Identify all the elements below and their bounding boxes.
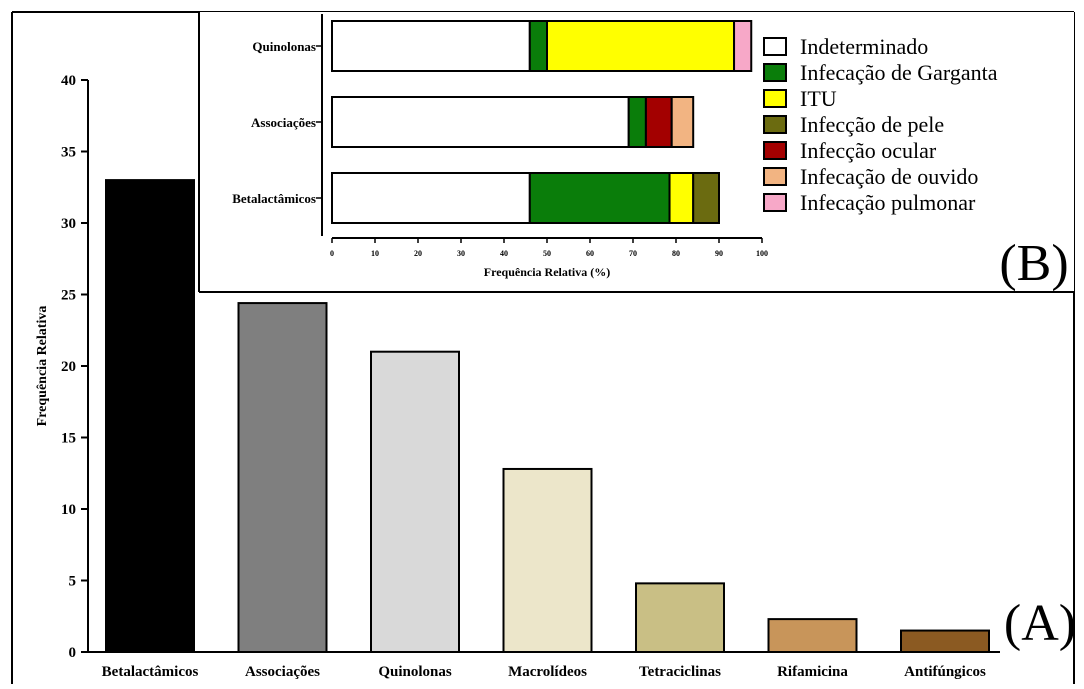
legend-swatch <box>763 115 787 134</box>
inset-x-tick-label: 20 <box>414 249 422 258</box>
x-tick-label: Quinolonas <box>378 664 452 680</box>
stacked-segment <box>528 172 671 224</box>
y-tick-label: 10 <box>61 502 76 518</box>
inset-x-tick-label: 0 <box>330 249 334 258</box>
inset-x-tick-label: 10 <box>371 249 379 258</box>
legend-swatch <box>763 89 787 108</box>
bar-1 <box>105 179 195 653</box>
y-tick-label: 0 <box>69 645 77 661</box>
y-tick-label: 35 <box>61 145 76 161</box>
y-tick-label: 40 <box>61 73 76 89</box>
bar-4 <box>502 467 593 653</box>
legend-label: Infecação pulmonar <box>800 190 976 215</box>
y-tick-label: 30 <box>61 216 76 232</box>
stacked-segment <box>528 20 548 72</box>
inset-x-tick-label: 100 <box>756 249 768 258</box>
legend-swatch <box>763 37 787 56</box>
legend-label: Infecção de pele <box>800 112 944 137</box>
panel-label-a: (A) <box>1004 595 1076 652</box>
x-tick-label: Macrolídeos <box>508 664 587 680</box>
inset-x-tick-label: 30 <box>457 249 465 258</box>
legend-swatch <box>763 193 787 212</box>
x-tick-label: Tetraciclinas <box>639 664 721 680</box>
legend-swatch <box>763 63 787 82</box>
stacked-segment <box>627 96 647 148</box>
inset-x-axis-title: Frequência Relativa (%) <box>484 265 610 279</box>
legend-label: Infecação de ouvido <box>800 164 978 189</box>
bar-6 <box>767 618 858 653</box>
legend-label: Indeterminado <box>800 34 928 59</box>
stacked-segment <box>692 172 721 224</box>
stacked-segment <box>644 96 673 148</box>
bar-5 <box>635 582 725 653</box>
x-tick-label: Rifamicina <box>777 664 848 680</box>
y-tick-label: 25 <box>61 288 76 304</box>
x-tick-label: Antifúngicos <box>904 664 986 680</box>
stacked-segment <box>670 96 695 148</box>
panel-b-stacked-bar-chart: Quinolonas Associações Betalactâmicos 0 10 20… <box>198 12 1074 293</box>
y-tick-label: 15 <box>61 431 76 447</box>
y-tick-label: 20 <box>61 359 76 375</box>
bar-7 <box>900 629 990 653</box>
legend-swatch <box>763 141 787 160</box>
row-label: Quinolonas <box>252 39 316 54</box>
stacked-segment <box>331 96 630 148</box>
inset-x-tick-label: 50 <box>543 249 551 258</box>
panel-a-bar-chart: Betalactâmicos Associações Quinolonas Macro… <box>11 11 1076 684</box>
x-tick-label: Betalactâmicos <box>102 664 199 680</box>
stacked-segment <box>546 20 736 72</box>
x-tick-label: Associações <box>245 664 320 680</box>
row-label: Associações <box>251 115 316 130</box>
inset-x-tick-label: 40 <box>500 249 508 258</box>
y-axis-title: Frequência Relativa <box>35 306 50 427</box>
legend-swatch <box>763 167 787 186</box>
legend-label: ITU <box>800 86 837 111</box>
stacked-segment <box>331 20 531 72</box>
bar-3 <box>370 350 460 653</box>
bar-2 <box>237 302 328 653</box>
inset-x-tick-label: 80 <box>672 249 680 258</box>
stacked-segment <box>331 172 531 224</box>
legend-label: Infecação de Garganta <box>800 60 998 85</box>
inset-x-tick-label: 70 <box>629 249 637 258</box>
y-tick-label: 5 <box>69 574 77 590</box>
stacked-segment <box>733 20 753 72</box>
inset-x-tick-label: 90 <box>715 249 723 258</box>
inset-x-tick-label: 60 <box>586 249 594 258</box>
row-label: Betalactâmicos <box>232 191 316 206</box>
stacked-segment <box>668 172 695 224</box>
panel-label-b: (B) <box>999 235 1068 292</box>
legend-label: Infecção ocular <box>800 138 937 163</box>
